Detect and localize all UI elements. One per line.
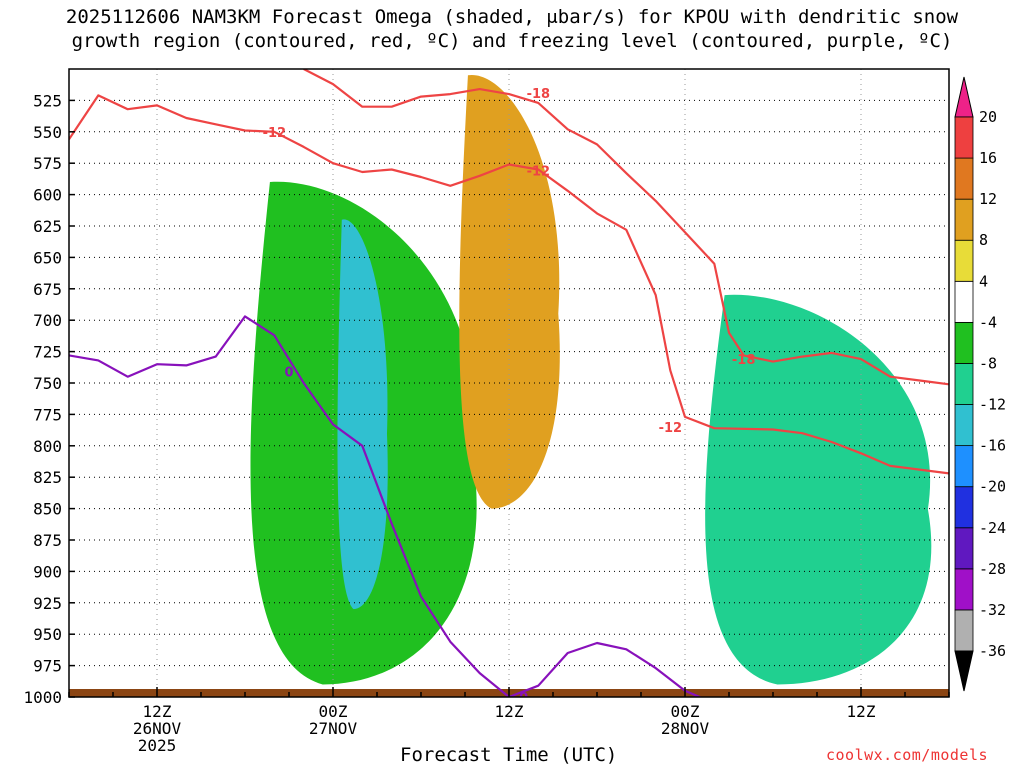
colorbar-label-4: 4 [979, 272, 988, 290]
x-tick-label-24-0: 00Z [319, 702, 348, 721]
y-tick-label-800: 800 [33, 437, 62, 456]
colorbar: -36 -32 -28 -24 -20 -16 -12 -8 -4 4 8 12 16 20 [954, 76, 1006, 692]
colorbar-bin--16 [954, 404, 974, 447]
axes: 525 550 575 600 625 650 675 700 725 750 775 800 825 8… [23, 68, 950, 755]
omega-region-3 [705, 294, 932, 685]
contours: -12 -18 -12 -18 -12 0 0 [69, 69, 949, 706]
colorbar-bin--24 [954, 486, 974, 529]
x-tick-label-36-0: 12Z [495, 702, 524, 721]
y-tick-label-725: 725 [33, 343, 62, 362]
colorbar-bin--32 [954, 568, 974, 611]
contour-label-3: -18 [732, 353, 756, 368]
colorbar-label-12: 12 [979, 190, 997, 208]
y-tick-label-625: 625 [33, 217, 62, 236]
colorbar-bin--36 [954, 609, 974, 652]
omega-region-2 [459, 75, 560, 509]
colorbar-label--8: -8 [979, 354, 997, 372]
contour-label-6: 0 [519, 691, 528, 706]
y-tick-label-850: 850 [33, 500, 62, 519]
contour-line-2 [69, 315, 703, 697]
colorbar-bin-12 [954, 157, 974, 200]
credit-link[interactable]: coolwx.com/models [826, 746, 989, 764]
colorbar-bin--28 [954, 527, 974, 570]
colorbar-label-8: 8 [979, 231, 988, 249]
contour-label-1: -18 [527, 87, 551, 102]
y-tick-label-650: 650 [33, 248, 62, 267]
x-tick-label-24-1: 27NOV [309, 719, 358, 738]
colorbar-top-arrow [954, 76, 974, 118]
contour-label-5: 0 [284, 366, 293, 381]
y-tick-label-925: 925 [33, 594, 62, 613]
x-tick-label-12-0: 12Z [143, 702, 172, 721]
chart-title-line1: 2025112606 NAM3KM Forecast Omega (shaded… [65, 6, 959, 28]
colorbar-bin--4 [954, 280, 974, 323]
x-tick-label-12-1: 26NOV [133, 719, 182, 738]
y-tick-label-750: 750 [33, 374, 62, 393]
grid-lines [69, 69, 949, 698]
omega-shading [69, 69, 949, 697]
y-tick-label-875: 875 [33, 531, 62, 550]
colorbar-label--4: -4 [979, 313, 997, 331]
omega-region-1 [337, 219, 388, 610]
y-tick-label-675: 675 [33, 280, 62, 299]
colorbar-label--24: -24 [979, 519, 1006, 537]
y-tick-label-825: 825 [33, 468, 62, 487]
contour-label-0: -12 [263, 126, 287, 141]
colorbar-label--12: -12 [979, 396, 1006, 414]
colorbar-label--20: -20 [979, 478, 1006, 496]
colorbar-label--32: -32 [979, 601, 1006, 619]
colorbar-label--16: -16 [979, 437, 1006, 455]
chart-title-line2: growth region (contoured, red, ºC) and f… [71, 30, 953, 52]
colorbar-bin-4 [954, 239, 974, 282]
y-tick-label-575: 575 [33, 154, 62, 173]
y-tick-label-775: 775 [33, 405, 62, 424]
y-tick-label-700: 700 [33, 311, 62, 330]
colorbar-label-16: 16 [979, 149, 997, 167]
colorbar-bin--12 [954, 363, 974, 405]
colorbar-label-20: 20 [979, 108, 997, 126]
x-tick-label-12-2: 2025 [138, 736, 177, 755]
x-tick-label-48-0: 00Z [671, 702, 700, 721]
contour-label-2: -12 [527, 165, 551, 180]
contour-label-4: -12 [659, 421, 683, 436]
y-tick-label-900: 900 [33, 562, 62, 581]
y-tick-label-1000: 1000 [23, 688, 62, 707]
y-tick-label-550: 550 [33, 123, 62, 142]
x-tick-label-48-1: 28NOV [661, 719, 710, 738]
colorbar-bin-16 [954, 116, 974, 159]
colorbar-bin--8 [954, 321, 974, 364]
colorbar-bottom-arrow [954, 650, 974, 692]
y-tick-label-975: 975 [33, 657, 62, 676]
y-tick-label-600: 600 [33, 186, 62, 205]
x-axis-label: Forecast Time (UTC) [400, 744, 618, 766]
colorbar-bin--20 [954, 445, 974, 488]
colorbar-label--28: -28 [979, 560, 1006, 578]
colorbar-bin-8 [954, 198, 974, 241]
y-tick-label-525: 525 [33, 91, 62, 110]
x-tick-label-60-0: 12Z [847, 702, 876, 721]
contour-line-1 [303, 69, 949, 386]
contour-line-0 [69, 94, 949, 475]
colorbar-label--36: -36 [979, 642, 1006, 660]
y-tick-label-950: 950 [33, 625, 62, 644]
